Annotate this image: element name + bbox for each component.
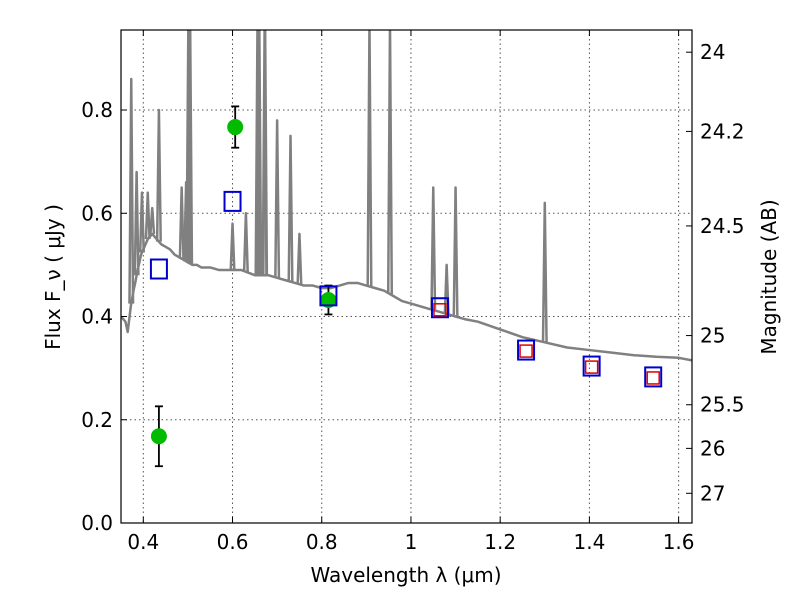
emission-line-peak	[144, 191, 151, 240]
model-square-blue	[644, 366, 663, 388]
y-right-tick-label: 27	[700, 481, 725, 505]
x-axis: 0.4 0.6 0.8 1 1.2 1.4 1.6	[127, 30, 695, 554]
photometry-point-green	[150, 428, 167, 445]
x-tick-label: 0.6	[217, 530, 249, 554]
x-tick-label: 1	[405, 530, 418, 554]
emission-line-peak	[149, 206, 156, 234]
y-tick-label: 0.2	[81, 408, 113, 432]
y-tick-label: 0.4	[81, 305, 113, 329]
x-tick-label: 0.8	[306, 530, 338, 554]
emission-line-peak	[187, 30, 194, 264]
y-right-tick-label: 24.2	[700, 119, 745, 143]
emission-line-peak	[452, 186, 459, 317]
plot-area	[121, 30, 692, 468]
spectrum-continuum-line	[121, 232, 692, 362]
photometry-point-green	[227, 119, 244, 136]
emission-line-peak	[430, 186, 437, 311]
emission-line-peak	[262, 30, 269, 276]
y-right-tick-label: 24.5	[700, 214, 745, 238]
plot-frame	[120, 29, 693, 524]
x-tick-label: 1.4	[573, 530, 605, 554]
y-right-tick-label: 24	[700, 40, 725, 64]
y-right-tick-label: 26	[700, 436, 725, 460]
model-square-blue	[582, 355, 601, 377]
y-tick-label: 0.6	[81, 201, 113, 225]
emission-line-peak	[256, 30, 263, 276]
y-right-tick-label: 25.5	[700, 393, 745, 417]
y-axis-right: 24 24.2 24.5 25 25.5 26 27	[686, 40, 745, 505]
emission-line-peak	[541, 201, 548, 343]
emission-line-peak	[155, 108, 162, 242]
x-tick-label: 1.2	[484, 530, 516, 554]
photometry-point-green	[320, 291, 337, 308]
model-square-blue	[430, 297, 449, 319]
emission-line-peak	[138, 191, 146, 253]
x-tick-label: 0.4	[127, 530, 159, 554]
emission-line-peak	[274, 119, 281, 278]
emission-line-peak	[386, 30, 394, 295]
emission-line-peak	[366, 30, 373, 287]
y-right-tick-label: 25	[700, 324, 725, 348]
emission-line-peak	[133, 170, 140, 276]
grid-lines	[121, 30, 692, 523]
model-square-red	[646, 371, 660, 385]
emission-line-peak	[178, 186, 185, 259]
emission-line-peak	[128, 77, 135, 304]
model-square-blue	[149, 258, 168, 280]
model-square-red	[584, 360, 599, 374]
emission-line-peak	[287, 134, 294, 282]
y-axis-right-title: Magnitude (AB)	[757, 199, 781, 354]
y-axis-title: Flux F_ν ( μJy )	[41, 204, 65, 350]
y-axis-left: 0.0 0.2 0.4 0.6 0.8	[81, 98, 127, 535]
x-axis-title: Wavelength λ (μm)	[310, 563, 501, 587]
model-square-red	[519, 344, 533, 358]
y-tick-label: 0.0	[81, 511, 113, 535]
model-square-blue	[223, 190, 242, 212]
emission-line-peak	[229, 222, 236, 271]
model-square-blue	[517, 339, 536, 361]
model-square-red	[433, 303, 447, 317]
model-square-blue	[319, 285, 338, 307]
y-tick-label: 0.8	[81, 98, 113, 122]
emission-line-peak	[296, 232, 303, 285]
emission-line-peak	[242, 212, 249, 272]
x-tick-label: 1.6	[663, 530, 695, 554]
